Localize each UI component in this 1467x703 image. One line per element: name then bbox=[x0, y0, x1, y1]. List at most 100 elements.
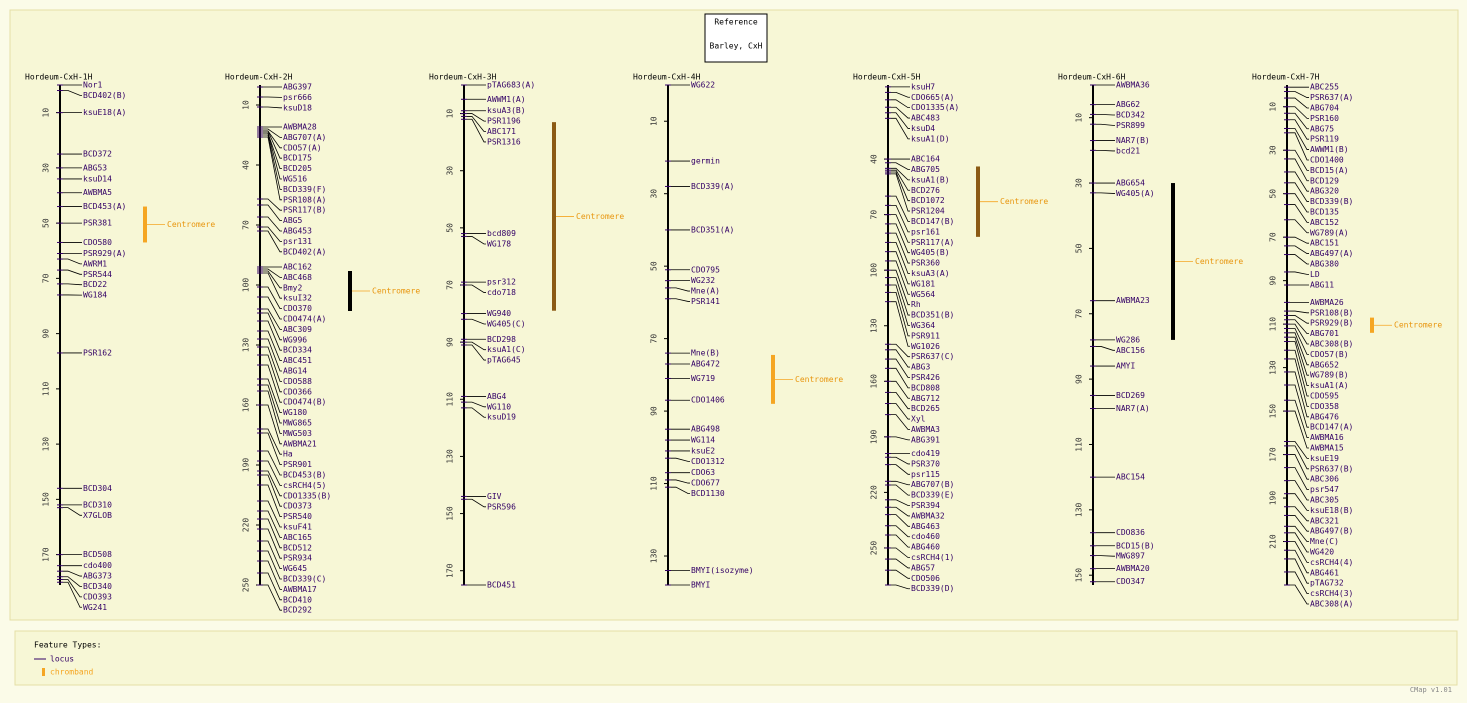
locus-label: AWBMA15 bbox=[1310, 443, 1344, 452]
locus-connector bbox=[1290, 349, 1309, 397]
centromere-label: Centromere bbox=[576, 212, 624, 221]
locus-label: CDO373 bbox=[283, 502, 312, 511]
locus-label: BCD175 bbox=[283, 154, 312, 163]
locus-label: AWWM1(B) bbox=[1310, 145, 1349, 154]
locus-connector bbox=[1290, 119, 1309, 140]
map-title: Hordeum-CxH-5H bbox=[853, 73, 921, 82]
locus-connector bbox=[467, 116, 486, 132]
locus-label: CDO665(A) bbox=[911, 93, 954, 102]
locus-label: ABG4 bbox=[487, 392, 506, 401]
locus-label: WG286 bbox=[1116, 335, 1140, 344]
locus-label: BCD808 bbox=[911, 383, 940, 392]
tick-label: 210 bbox=[1269, 534, 1278, 549]
locus-label: X7GLOB bbox=[83, 511, 112, 520]
locus-label: ksuE18(A) bbox=[83, 108, 126, 117]
locus-label: ABG461 bbox=[1310, 568, 1339, 577]
locus-label: BCD269 bbox=[1116, 391, 1145, 400]
locus-label: ksuD19 bbox=[487, 413, 516, 422]
centromere-band bbox=[771, 354, 775, 404]
locus-label: ksuA1(A) bbox=[1310, 381, 1349, 390]
locus-label: PSR108(A) bbox=[283, 195, 326, 204]
tick-label: 250 bbox=[870, 541, 879, 556]
locus-label: AWBMA32 bbox=[911, 511, 945, 520]
locus-connector bbox=[1290, 541, 1309, 563]
locus-label: WG364 bbox=[911, 321, 935, 330]
locus-connector bbox=[263, 364, 282, 403]
locus-connector bbox=[1290, 532, 1309, 553]
tick-label: 170 bbox=[42, 547, 51, 562]
locus-label: ABG62 bbox=[1116, 100, 1140, 109]
locus-connector bbox=[1290, 441, 1309, 459]
centromere-label: Centromere bbox=[167, 220, 215, 229]
locus-connector bbox=[263, 474, 282, 507]
locus-label: LD bbox=[1310, 270, 1320, 279]
locus-label: BCD402(A) bbox=[283, 247, 326, 256]
locus-label: ABG14 bbox=[283, 367, 307, 376]
locus-connector bbox=[671, 287, 690, 292]
locus-label: ksuD4 bbox=[911, 124, 935, 133]
locus-label: csRCH4(1) bbox=[911, 553, 954, 562]
locus-label: AMYI bbox=[1116, 362, 1135, 371]
locus-label: BCD339(A) bbox=[691, 182, 734, 191]
locus-label: ABG3 bbox=[911, 363, 930, 372]
locus-label: BCD451 bbox=[487, 581, 516, 590]
locus-connector bbox=[1096, 114, 1115, 116]
locus-connector bbox=[671, 479, 690, 484]
locus-connector bbox=[1290, 558, 1309, 584]
locus-label: BCD372 bbox=[83, 150, 112, 159]
locus-label: WG241 bbox=[83, 603, 107, 612]
locus-connector bbox=[1290, 112, 1309, 130]
locus-connector bbox=[891, 558, 910, 569]
locus-label: WG184 bbox=[83, 291, 107, 300]
locus-label: BCD265 bbox=[911, 404, 940, 413]
locus-connector bbox=[891, 343, 910, 358]
tick-label: 50 bbox=[446, 223, 455, 233]
locus-connector bbox=[263, 320, 282, 351]
locus-connector bbox=[1290, 410, 1309, 449]
tick-label: 30 bbox=[1075, 178, 1084, 188]
locus-label: ABG707(A) bbox=[283, 133, 326, 142]
tick-label: 10 bbox=[1075, 113, 1084, 123]
locus-connector bbox=[1290, 245, 1309, 254]
locus-connector bbox=[1290, 332, 1309, 366]
locus-label: WG114 bbox=[691, 436, 715, 445]
locus-label: AWBMA5 bbox=[83, 188, 112, 197]
locus-label: BCD135 bbox=[1310, 207, 1339, 216]
locus-connector bbox=[1290, 310, 1309, 314]
locus-connector bbox=[1290, 328, 1309, 355]
locus-label: ksuA1(C) bbox=[487, 345, 526, 354]
locus-label: CDO63 bbox=[691, 468, 715, 477]
locus-connector bbox=[1290, 319, 1309, 334]
locus-connector bbox=[891, 349, 910, 368]
version: CMap v1.01 bbox=[1410, 686, 1452, 694]
locus-label: CDO677 bbox=[691, 479, 720, 488]
locus-connector bbox=[1290, 358, 1309, 407]
locus-connector bbox=[891, 547, 910, 558]
locus-connector bbox=[1290, 399, 1309, 438]
tick-label: 190 bbox=[1269, 491, 1278, 506]
locus-label: ABG497(A) bbox=[1310, 249, 1353, 258]
locus-connector bbox=[891, 358, 910, 378]
locus-label: CDO57(A) bbox=[283, 143, 322, 152]
locus-label: csRCH4(4) bbox=[1310, 558, 1353, 567]
locus-connector bbox=[891, 173, 910, 212]
locus-label: PSR381 bbox=[83, 219, 112, 228]
locus-label: pTAG732 bbox=[1310, 579, 1344, 588]
locus-label: PSR360 bbox=[911, 259, 940, 268]
locus-label: psr115 bbox=[911, 470, 940, 479]
tick-label: 130 bbox=[650, 549, 659, 564]
locus-label: Nor1 bbox=[83, 81, 102, 90]
tick-label: 30 bbox=[42, 163, 51, 173]
locus-label: PSR901 bbox=[283, 460, 312, 469]
centromere-band bbox=[552, 122, 556, 311]
locus-connector bbox=[263, 560, 282, 590]
tick-label: 10 bbox=[42, 108, 51, 118]
tick-label: 160 bbox=[870, 374, 879, 389]
tick-label: 100 bbox=[870, 263, 879, 278]
locus-label: CDO595 bbox=[1310, 391, 1339, 400]
tick-label: 40 bbox=[870, 154, 879, 164]
locus-connector bbox=[891, 484, 910, 496]
locus-label: ABG652 bbox=[1310, 360, 1339, 369]
locus-label: WG789(B) bbox=[1310, 371, 1349, 380]
locus-connector bbox=[1290, 571, 1309, 594]
